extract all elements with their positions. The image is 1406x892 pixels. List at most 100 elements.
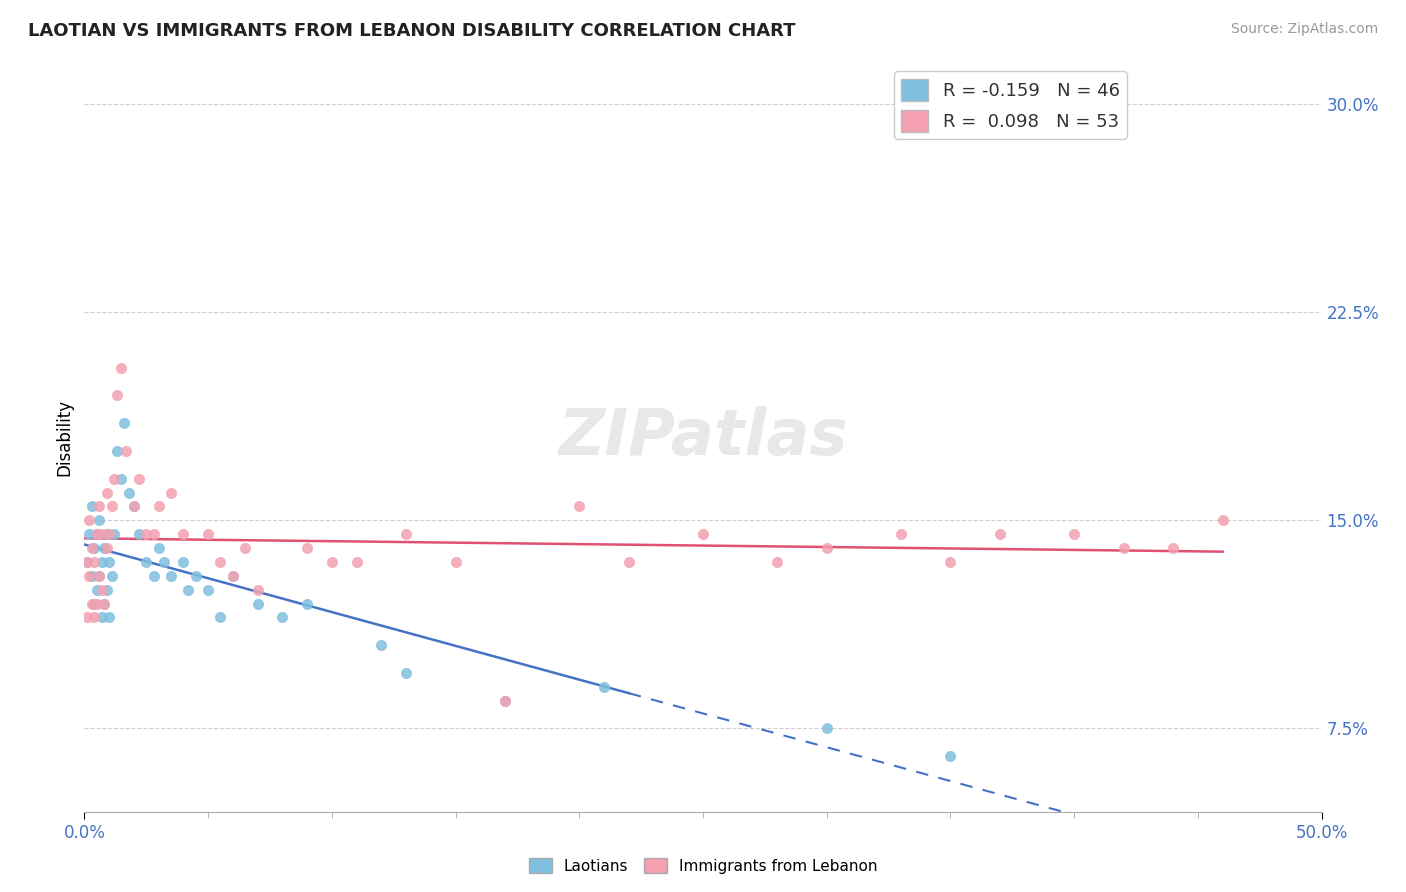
Point [209,555,232,569]
Point [939,555,962,569]
Point [1161,541,1184,555]
Point [939,749,962,764]
Point [89,513,111,527]
Point [105,388,128,402]
Point [568,500,591,514]
Point [1063,527,1085,541]
Point [128,527,150,541]
Point [160,569,183,583]
Point [148,541,170,555]
Point [197,582,219,597]
Point [100,500,122,514]
Point [152,555,174,569]
Point [76,555,98,569]
Point [209,610,232,624]
Point [1112,541,1135,555]
Point [494,694,516,708]
Point [90,610,112,624]
Point [135,527,157,541]
Point [494,694,516,708]
Point [395,527,418,541]
Point [346,555,368,569]
Legend: R = -0.159   N = 46, R =  0.098   N = 53: R = -0.159 N = 46, R = 0.098 N = 53 [894,71,1128,139]
Point [103,472,125,486]
Point [444,555,467,569]
Point [177,582,200,597]
Point [988,527,1011,541]
Point [96,541,118,555]
Point [766,555,789,569]
Point [105,444,128,458]
Point [96,485,118,500]
Text: LAOTIAN VS IMMIGRANTS FROM LEBANON DISABILITY CORRELATION CHART: LAOTIAN VS IMMIGRANTS FROM LEBANON DISAB… [28,22,796,40]
Legend: Laotians, Immigrants from Lebanon: Laotians, Immigrants from Lebanon [523,852,883,880]
Point [83,597,105,611]
Point [246,597,269,611]
Point [815,722,838,736]
Point [148,500,170,514]
Point [100,569,122,583]
Point [222,569,245,583]
Point [89,569,111,583]
Point [246,582,269,597]
Point [142,569,165,583]
Point [295,597,318,611]
Point [142,527,165,541]
Point [83,541,105,555]
Point [80,541,103,555]
Point [197,527,219,541]
Point [617,555,640,569]
Point [80,569,103,583]
Text: Source: ZipAtlas.com: Source: ZipAtlas.com [1230,22,1378,37]
Point [295,541,318,555]
Point [93,597,115,611]
Point [593,680,616,694]
Point [890,527,912,541]
Point [692,527,714,541]
Point [110,472,132,486]
Point [90,555,112,569]
Point [98,610,121,624]
Point [76,555,98,569]
Point [321,555,343,569]
Point [83,555,105,569]
Point [86,597,108,611]
Point [93,597,115,611]
Point [222,569,245,583]
Point [160,485,183,500]
Point [115,444,138,458]
Point [86,527,108,541]
Point [98,527,121,541]
Point [172,555,194,569]
Point [96,527,118,541]
Point [271,610,294,624]
Point [184,569,207,583]
Point [395,665,418,680]
Point [80,597,103,611]
Point [89,500,111,514]
Point [80,500,103,514]
Y-axis label: Disability: Disability [55,399,73,475]
Point [233,541,256,555]
Text: ZIPatlas: ZIPatlas [558,406,848,468]
Point [135,555,157,569]
Point [122,500,145,514]
Point [370,638,392,652]
Point [103,527,125,541]
Point [83,610,105,624]
Point [86,582,108,597]
Point [96,582,118,597]
Point [112,416,135,430]
Point [79,513,101,527]
Point [76,610,98,624]
Point [98,555,121,569]
Point [79,569,101,583]
Point [89,569,111,583]
Point [1212,513,1234,527]
Point [118,485,141,500]
Point [172,527,194,541]
Point [90,527,112,541]
Point [86,527,108,541]
Point [122,500,145,514]
Point [79,527,101,541]
